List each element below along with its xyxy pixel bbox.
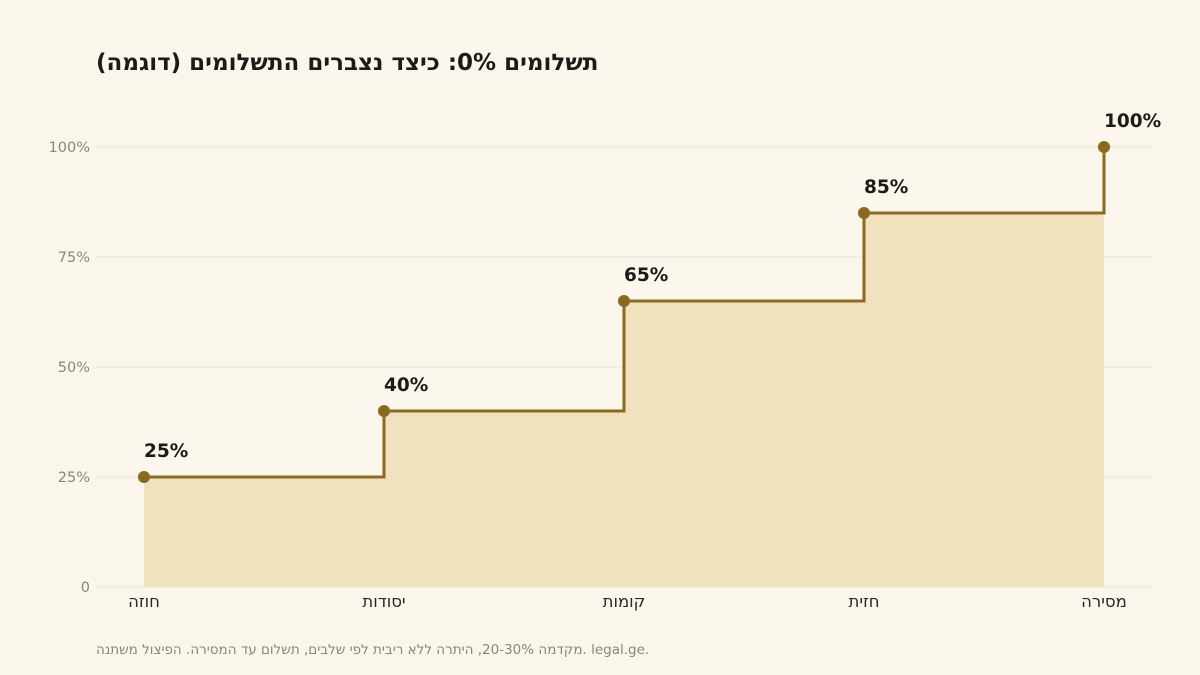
data-points: [138, 141, 1110, 483]
data-point: [858, 207, 870, 219]
data-point: [1098, 141, 1110, 153]
data-point: [138, 471, 150, 483]
x-tick-label: יסודות: [362, 592, 405, 611]
y-tick-label: 100%: [49, 140, 90, 156]
x-tick-label: מסירה: [1081, 592, 1127, 611]
x-tick-label: קומות: [603, 592, 646, 611]
x-tick-label: חוזה: [128, 592, 160, 611]
y-tick-label: 0: [81, 580, 90, 596]
footnote: מקדמה 20-30%, היתרה ללא ריבית לפי שלבים,…: [96, 642, 650, 658]
y-tick-label: 75%: [58, 250, 90, 266]
data-label: 100%: [1104, 111, 1161, 132]
data-labels: 25% 40% 65% 85% 100%: [144, 111, 1161, 462]
data-label: 25%: [144, 441, 188, 462]
data-point: [618, 295, 630, 307]
y-axis-ticks: 0 25% 50% 75% 100%: [49, 140, 90, 596]
data-label: 40%: [384, 375, 428, 396]
x-axis-ticks: חוזה יסודות קומות חזית מסירה: [128, 592, 1127, 611]
data-label: 65%: [624, 265, 668, 286]
data-point: [378, 405, 390, 417]
x-tick-label: חזית: [848, 592, 879, 611]
y-tick-label: 50%: [58, 360, 90, 376]
y-tick-label: 25%: [58, 470, 90, 486]
chart-title: תשלומים 0%: כיצד נצברים התשלומים (דוגמה): [96, 50, 599, 76]
data-label: 85%: [864, 177, 908, 198]
